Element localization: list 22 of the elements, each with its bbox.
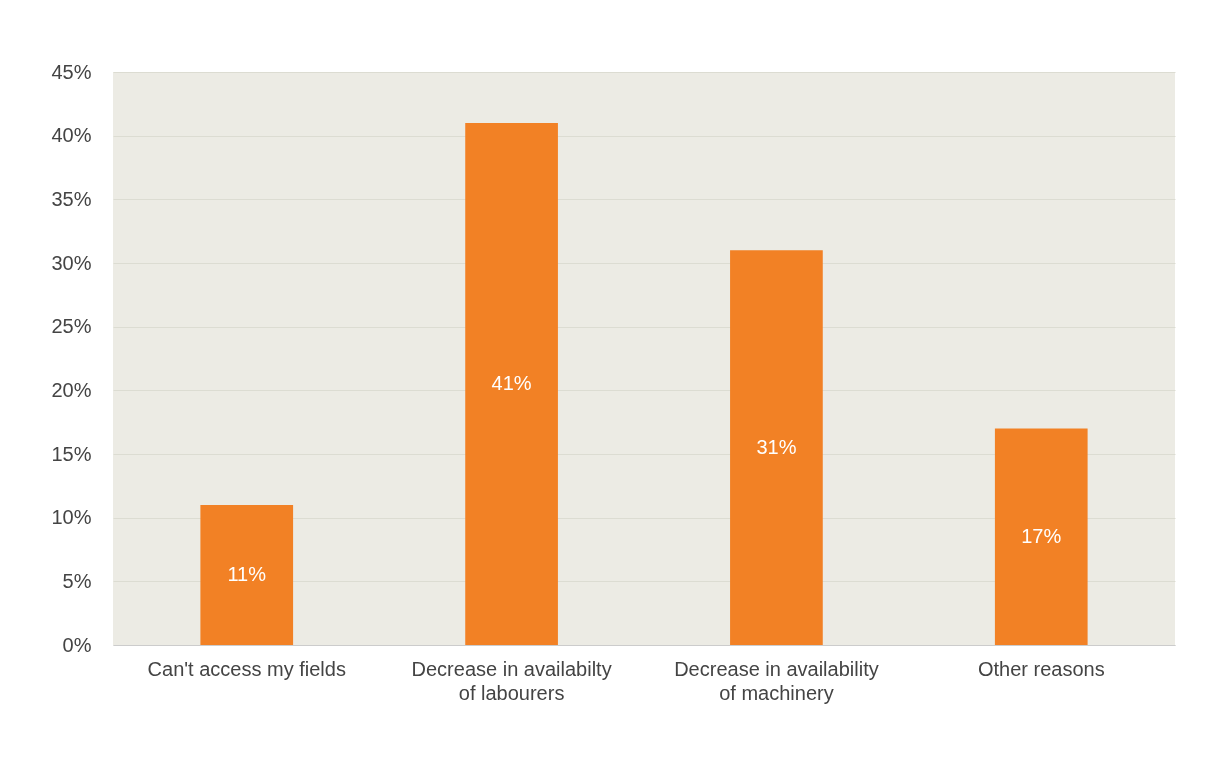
data-label: 17% [1021,524,1062,547]
x-tick-label: Decrease in availabilty of labourers [411,657,612,704]
y-tick-label: 25% [51,315,92,338]
bar [994,428,1088,645]
y-tick-label: 20% [51,378,92,401]
y-tick-label: 30% [51,251,92,274]
y-tick-label: 35% [51,187,92,210]
data-label: 41% [491,371,532,394]
y-tick-label: 45% [51,60,92,83]
x-tick-label: Other reasons [977,657,1105,680]
y-tick-label: 40% [51,124,92,147]
y-tick-label: 0% [62,633,92,656]
bar [465,122,558,645]
bar [200,504,294,645]
data-label: 31% [756,435,797,458]
y-tick-label: 15% [51,442,92,465]
y-tick-label: 5% [62,569,92,592]
data-label: 11% [227,562,267,585]
y-tick-label: 10% [51,506,92,529]
x-tick-label: Decrease in availability of machinery [674,657,879,704]
x-tick-label: Can't access my fields [147,657,346,680]
bar [730,250,823,645]
